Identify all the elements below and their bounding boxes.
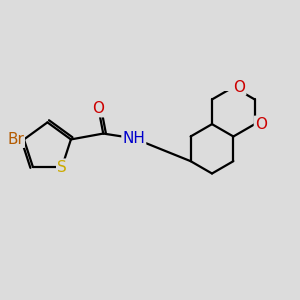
Text: O: O [92,101,104,116]
Text: NH: NH [122,131,145,146]
Text: S: S [57,160,67,175]
Text: O: O [255,117,267,132]
Text: O: O [233,80,245,94]
Text: Br: Br [7,132,24,147]
